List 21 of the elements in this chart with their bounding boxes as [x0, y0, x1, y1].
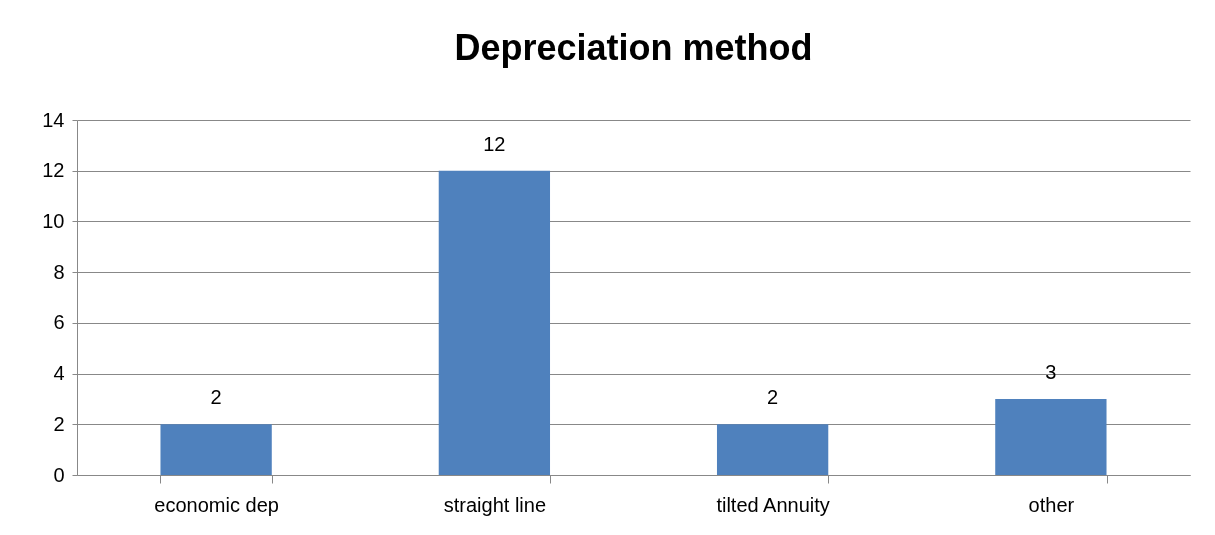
data-label: 2	[767, 386, 779, 409]
y-tick-label: 8	[53, 260, 65, 283]
bar	[716, 424, 829, 475]
bar	[160, 424, 272, 475]
x-tick-label: other	[1028, 493, 1075, 516]
bar	[995, 398, 1107, 475]
x-tick-label: economic dep	[154, 493, 279, 516]
x-tick-label: straight line	[443, 493, 547, 516]
data-label: 3	[1045, 360, 1057, 383]
y-tick-label: 12	[42, 159, 65, 182]
y-tick-label: 10	[42, 209, 65, 232]
data-label: 12	[483, 132, 506, 155]
chart-title: Depreciation method	[454, 27, 813, 68]
data-label: 2	[210, 386, 222, 409]
y-tick-label: 2	[53, 412, 65, 435]
y-tick-label: 4	[53, 362, 65, 385]
x-tick-label: tilted Annuity	[716, 493, 830, 516]
y-tick-label: 6	[53, 311, 65, 334]
y-tick-label: 14	[42, 108, 65, 131]
y-tick-label: 0	[53, 463, 65, 486]
bar	[438, 170, 551, 475]
